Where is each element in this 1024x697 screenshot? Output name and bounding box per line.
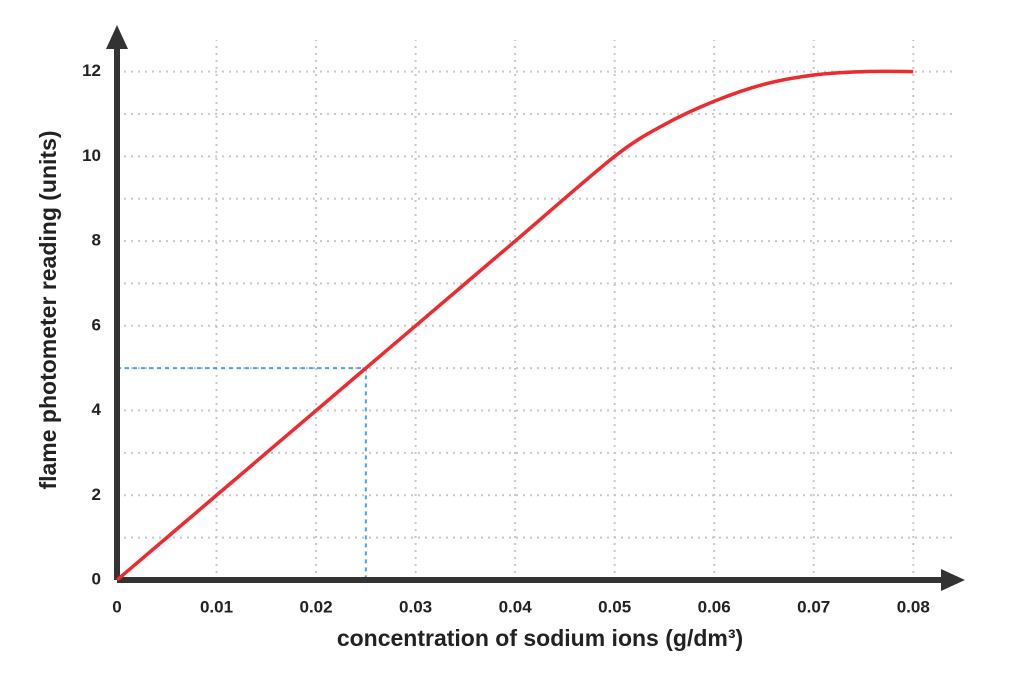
x-axis-label: concentration of sodium ions (g/dm³) <box>337 625 743 651</box>
x-tick-label: 0.05 <box>598 597 631 616</box>
y-tick-label: 12 <box>82 61 101 80</box>
x-tick-label: 0.08 <box>897 597 930 616</box>
x-tick-label: 0.02 <box>300 597 333 616</box>
axis-arrow <box>941 569 965 591</box>
axis-arrow <box>106 25 128 49</box>
y-tick-label: 10 <box>82 146 101 165</box>
x-tick-label: 0.04 <box>499 597 533 616</box>
x-tick-label: 0.06 <box>698 597 731 616</box>
x-tick-label: 0.01 <box>200 597 233 616</box>
y-axis-label: flame photometer reading (units) <box>35 130 61 489</box>
x-tick-label: 0.07 <box>797 597 830 616</box>
y-tick-label: 8 <box>92 231 101 250</box>
axis <box>114 37 953 583</box>
y-tick-label: 4 <box>92 400 102 419</box>
data-line <box>115 69 914 582</box>
x-tick-label: 0.03 <box>399 597 432 616</box>
y-tick-label: 6 <box>92 315 101 334</box>
x-tick-label: 0 <box>112 597 121 616</box>
y-tick-label: 2 <box>92 485 101 504</box>
y-tick-label: 0 <box>92 569 101 588</box>
